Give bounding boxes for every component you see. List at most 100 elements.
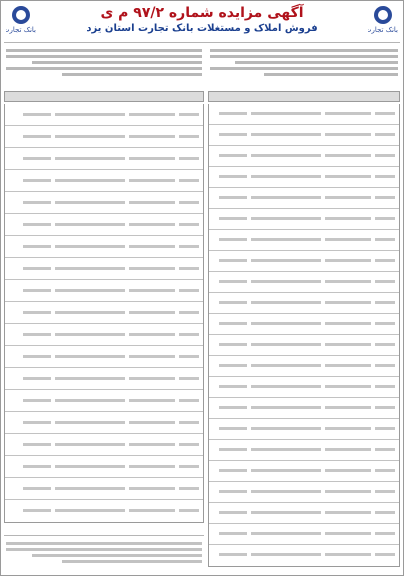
cell-placeholder xyxy=(219,217,247,220)
cell-placeholder xyxy=(23,443,51,446)
cell-placeholder xyxy=(375,154,395,157)
table-row xyxy=(5,434,203,456)
cell-placeholder xyxy=(251,532,321,535)
cell-placeholder xyxy=(375,196,395,199)
cell-placeholder xyxy=(251,343,321,346)
cell-placeholder xyxy=(129,113,175,116)
cell-placeholder xyxy=(23,267,51,270)
cell-placeholder xyxy=(23,289,51,292)
cell-placeholder xyxy=(23,399,51,402)
bank-logo-mark xyxy=(374,6,392,24)
table-row xyxy=(209,335,399,356)
cell-placeholder xyxy=(55,223,125,226)
cell-placeholder xyxy=(55,509,125,512)
notice-columns xyxy=(4,46,400,575)
cell-placeholder xyxy=(129,223,175,226)
cell-placeholder xyxy=(251,175,321,178)
cell-placeholder xyxy=(375,511,395,514)
cell-placeholder xyxy=(325,133,371,136)
cell-placeholder xyxy=(23,223,51,226)
cell-placeholder xyxy=(55,311,125,314)
table-row xyxy=(5,346,203,368)
cell-placeholder xyxy=(55,179,125,182)
cell-placeholder xyxy=(325,511,371,514)
cell-placeholder xyxy=(219,301,247,304)
cell-placeholder xyxy=(375,427,395,430)
table-row xyxy=(209,398,399,419)
cell-placeholder xyxy=(375,469,395,472)
cell-placeholder xyxy=(375,259,395,262)
cell-placeholder xyxy=(55,487,125,490)
cell-placeholder xyxy=(179,267,199,270)
cell-placeholder xyxy=(375,364,395,367)
cell-placeholder xyxy=(251,133,321,136)
cell-placeholder xyxy=(23,113,51,116)
cell-placeholder xyxy=(55,245,125,248)
table-row xyxy=(209,209,399,230)
table-row xyxy=(209,230,399,251)
bank-logo-icon: بانک تجارت xyxy=(368,6,398,36)
cell-placeholder xyxy=(219,448,247,451)
cell-placeholder xyxy=(219,406,247,409)
cell-placeholder xyxy=(219,175,247,178)
cell-placeholder xyxy=(55,377,125,380)
cell-placeholder xyxy=(251,196,321,199)
cell-placeholder xyxy=(375,301,395,304)
cell-placeholder xyxy=(251,364,321,367)
cell-placeholder xyxy=(219,364,247,367)
bank-logo-mark xyxy=(12,6,30,24)
cell-placeholder xyxy=(23,179,51,182)
cell-placeholder xyxy=(129,333,175,336)
cell-placeholder xyxy=(179,223,199,226)
cell-placeholder xyxy=(219,385,247,388)
property-table xyxy=(208,104,400,567)
cell-placeholder xyxy=(179,443,199,446)
text-line xyxy=(32,554,202,557)
cell-placeholder xyxy=(129,135,175,138)
cell-placeholder xyxy=(129,157,175,160)
cell-placeholder xyxy=(129,245,175,248)
table-row xyxy=(209,188,399,209)
cell-placeholder xyxy=(179,487,199,490)
table-row xyxy=(5,368,203,390)
cell-placeholder xyxy=(179,509,199,512)
cell-placeholder xyxy=(325,427,371,430)
cell-placeholder xyxy=(219,427,247,430)
intro-text xyxy=(208,49,400,89)
cell-placeholder xyxy=(219,322,247,325)
table-row xyxy=(209,419,399,440)
cell-placeholder xyxy=(55,465,125,468)
cell-placeholder xyxy=(325,217,371,220)
cell-placeholder xyxy=(325,490,371,493)
cell-placeholder xyxy=(325,322,371,325)
property-column-left xyxy=(4,46,204,575)
table-row xyxy=(5,170,203,192)
table-row xyxy=(209,167,399,188)
bank-name: بانک تجارت xyxy=(368,26,398,34)
table-row xyxy=(5,324,203,346)
table-row xyxy=(5,192,203,214)
cell-placeholder xyxy=(55,289,125,292)
text-line xyxy=(6,548,202,551)
cell-placeholder xyxy=(325,238,371,241)
cell-placeholder xyxy=(325,112,371,115)
cell-placeholder xyxy=(129,355,175,358)
cell-placeholder xyxy=(375,280,395,283)
cell-placeholder xyxy=(325,532,371,535)
cell-placeholder xyxy=(219,511,247,514)
table-row xyxy=(209,125,399,146)
property-column-right xyxy=(208,46,400,575)
text-line xyxy=(210,55,398,58)
table-row xyxy=(5,302,203,324)
bank-name: بانک تجارت xyxy=(6,26,36,34)
text-line xyxy=(6,542,202,545)
table-row xyxy=(209,272,399,293)
cell-placeholder xyxy=(129,399,175,402)
cell-placeholder xyxy=(251,385,321,388)
cell-placeholder xyxy=(55,443,125,446)
cell-placeholder xyxy=(375,343,395,346)
cell-placeholder xyxy=(251,238,321,241)
table-header xyxy=(208,91,400,102)
table-row xyxy=(5,500,203,522)
